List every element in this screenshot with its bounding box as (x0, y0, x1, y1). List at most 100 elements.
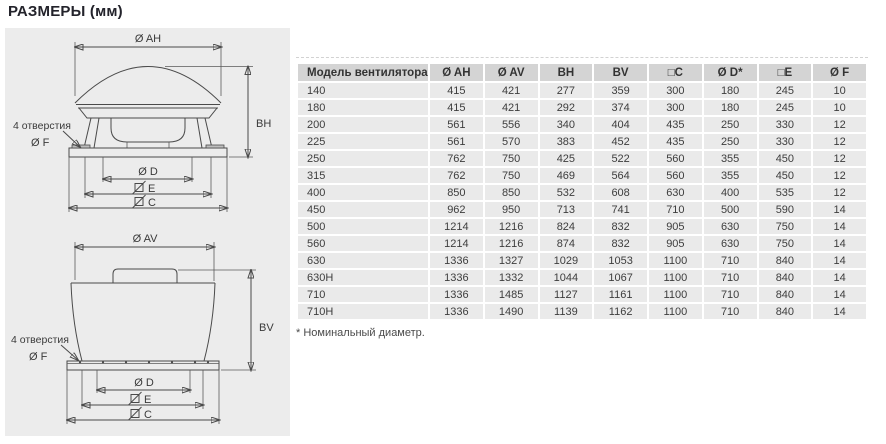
table-header: Модель вентилятора Ø AH Ø AV BH BV □C Ø D* □E Ø … (296, 62, 868, 83)
model-cell: 250 (296, 149, 430, 168)
value-cell: 1216 (482, 217, 540, 236)
value-cell: 564 (592, 166, 649, 185)
value-cell: 532 (537, 183, 595, 202)
leader-arrow (60, 344, 78, 360)
dim-label-d: Ø D (134, 377, 154, 389)
leader-arrow (62, 130, 80, 147)
value-cell: 905 (647, 234, 704, 253)
holes-label: 4 отверстия (11, 334, 69, 346)
dim-label-f: Ø F (29, 351, 48, 363)
value-cell: 1327 (482, 251, 540, 270)
square-symbol-icon (128, 391, 142, 406)
value-cell: 1161 (592, 285, 649, 304)
model-cell: 200 (296, 115, 430, 134)
value-cell: 840 (756, 302, 814, 321)
fan-skirt (77, 107, 219, 119)
value-cell: 355 (701, 149, 759, 168)
column-header: Ø AH (428, 62, 485, 83)
value-cell: 750 (756, 234, 814, 253)
value-cell: 840 (756, 285, 814, 304)
value-cell: 14 (811, 251, 868, 270)
square-symbol-icon (132, 180, 146, 195)
value-cell: 300 (647, 98, 704, 117)
value-cell: 12 (811, 115, 868, 134)
table-row: 250 762 750 425 522 560 355 450 12 (296, 149, 868, 168)
value-cell: 850 (428, 183, 485, 202)
fan-motor-frame (110, 118, 186, 143)
value-cell: 415 (428, 81, 485, 100)
square-symbol-icon (128, 406, 142, 421)
table-row: 710H 1336 1490 1139 1162 1100 710 840 14 (296, 302, 868, 321)
value-cell: 741 (592, 200, 649, 219)
value-cell: 556 (482, 115, 540, 134)
dim-label-c: C (144, 409, 152, 421)
value-cell: 710 (701, 251, 759, 270)
dimensions-table-section: Модель вентилятора Ø AH Ø AV BH BV □C Ø D* □E Ø … (296, 57, 868, 339)
value-cell: 10 (811, 81, 868, 100)
dim-label-e: E (148, 183, 155, 195)
value-cell: 400 (701, 183, 759, 202)
value-cell: 180 (701, 81, 759, 100)
value-cell: 1336 (428, 302, 485, 321)
value-cell: 1029 (537, 251, 595, 270)
value-cell: 435 (647, 115, 704, 134)
value-cell: 1336 (428, 251, 485, 270)
value-cell: 750 (482, 149, 540, 168)
value-cell: 1332 (482, 268, 540, 287)
value-cell: 560 (647, 166, 704, 185)
value-cell: 750 (756, 217, 814, 236)
table-top-divider (296, 57, 868, 58)
value-cell: 435 (647, 132, 704, 151)
model-cell: 140 (296, 81, 430, 100)
value-cell: 245 (756, 81, 814, 100)
value-cell: 962 (428, 200, 485, 219)
value-cell: 560 (647, 149, 704, 168)
value-cell: 14 (811, 268, 868, 287)
model-cell: 450 (296, 200, 430, 219)
model-cell: 710 (296, 285, 430, 304)
value-cell: 1139 (537, 302, 595, 321)
model-cell: 225 (296, 132, 430, 151)
table-row: 225 561 570 383 452 435 250 330 12 (296, 132, 868, 151)
value-cell: 561 (428, 132, 485, 151)
value-cell: 630 (647, 183, 704, 202)
value-cell: 1485 (482, 285, 540, 304)
table-row: 200 561 556 340 404 435 250 330 12 (296, 115, 868, 134)
dim-label-f: Ø F (31, 137, 50, 149)
table-row: 710 1336 1485 1127 1161 1100 710 840 14 (296, 285, 868, 304)
value-cell: 570 (482, 132, 540, 151)
model-cell: 630 (296, 251, 430, 270)
value-cell: 1216 (482, 234, 540, 253)
value-cell: 340 (537, 115, 595, 134)
value-cell: 874 (537, 234, 595, 253)
column-header: Ø AV (482, 62, 540, 83)
column-header: □C (647, 62, 704, 83)
value-cell: 710 (701, 302, 759, 321)
value-cell: 1044 (537, 268, 595, 287)
value-cell: 832 (592, 217, 649, 236)
value-cell: 850 (482, 183, 540, 202)
value-cell: 1127 (537, 285, 595, 304)
fan-vertical-diagram: Ø AV BV 4 отверстия Ø F Ø D E (11, 233, 274, 424)
table-row: 140 415 421 277 359 300 180 245 10 (296, 81, 868, 100)
value-cell: 905 (647, 217, 704, 236)
dim-label-av: Ø AV (133, 233, 159, 245)
value-cell: 277 (537, 81, 595, 100)
table-body: 140 415 421 277 359 300 180 245 10 180 415 421 292 37… (296, 81, 868, 321)
dim-label-d: Ø D (138, 166, 158, 178)
value-cell: 359 (592, 81, 649, 100)
value-cell: 450 (756, 166, 814, 185)
value-cell: 535 (756, 183, 814, 202)
column-header: Ø D* (701, 62, 759, 83)
value-cell: 1336 (428, 285, 485, 304)
value-cell: 762 (428, 149, 485, 168)
value-cell: 608 (592, 183, 649, 202)
value-cell: 14 (811, 217, 868, 236)
table-row: 315 762 750 469 564 560 355 450 12 (296, 166, 868, 185)
dim-label-bv: BV (259, 322, 274, 334)
value-cell: 1162 (592, 302, 649, 321)
value-cell: 250 (701, 132, 759, 151)
value-cell: 292 (537, 98, 595, 117)
column-header: BH (537, 62, 595, 83)
